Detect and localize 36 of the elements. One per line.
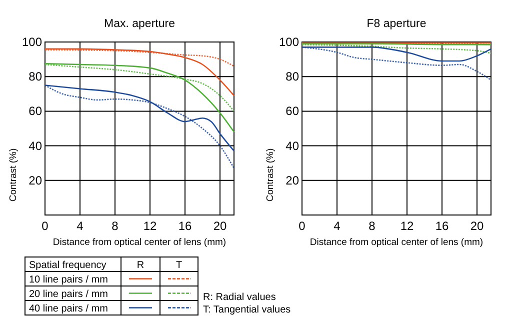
y-tick-label: 100 <box>22 35 42 49</box>
y-tick-label: 40 <box>28 138 42 153</box>
y-tick-label: 60 <box>286 104 300 118</box>
y-tick-label: 20 <box>286 173 300 188</box>
y-tick-label: 100 <box>278 35 300 49</box>
text: R: Radial values <box>203 292 276 303</box>
x-tick-label: 16 <box>178 219 192 233</box>
chart-title: F8 aperture <box>366 18 426 30</box>
x-tick-label: 8 <box>112 219 119 233</box>
y-tick-label: 20 <box>28 173 42 188</box>
x-tick-label: 4 <box>334 219 341 233</box>
legend-title: Spatial frequency <box>29 260 106 271</box>
text: T: Tangential values <box>203 304 291 316</box>
x-tick-label: 0 <box>298 219 306 233</box>
y-axis-title: Contrast (%) <box>8 148 19 202</box>
y-tick-label: 80 <box>28 70 42 84</box>
x-axis-title: Distance from optical center of lens (mm) <box>310 237 484 248</box>
y-tick-label: 80 <box>286 70 300 84</box>
x-tick-label: 0 <box>42 219 49 233</box>
y-tick-label: 40 <box>286 138 300 153</box>
x-tick-label: 8 <box>368 219 376 233</box>
x-tick-label: 12 <box>143 219 157 233</box>
y-axis-title: Contrast (%) <box>265 148 276 202</box>
text: T <box>176 260 182 271</box>
legend-label: 20 line pairs / mm <box>29 289 108 300</box>
text: R <box>136 260 144 271</box>
x-tick-label: 12 <box>400 219 414 233</box>
y-tick-label: 60 <box>28 104 42 118</box>
legend-label: 40 line pairs / mm <box>29 304 108 314</box>
chart-title: Max. aperture <box>104 18 175 30</box>
legend-label: 10 line pairs / mm <box>29 274 108 286</box>
x-tick-label: 16 <box>435 219 449 233</box>
x-axis-title: Distance from optical center of lens (mm) <box>52 237 226 248</box>
x-tick-label: 20 <box>470 219 484 233</box>
x-tick-label: 4 <box>76 219 84 233</box>
x-tick-label: 20 <box>213 219 227 233</box>
